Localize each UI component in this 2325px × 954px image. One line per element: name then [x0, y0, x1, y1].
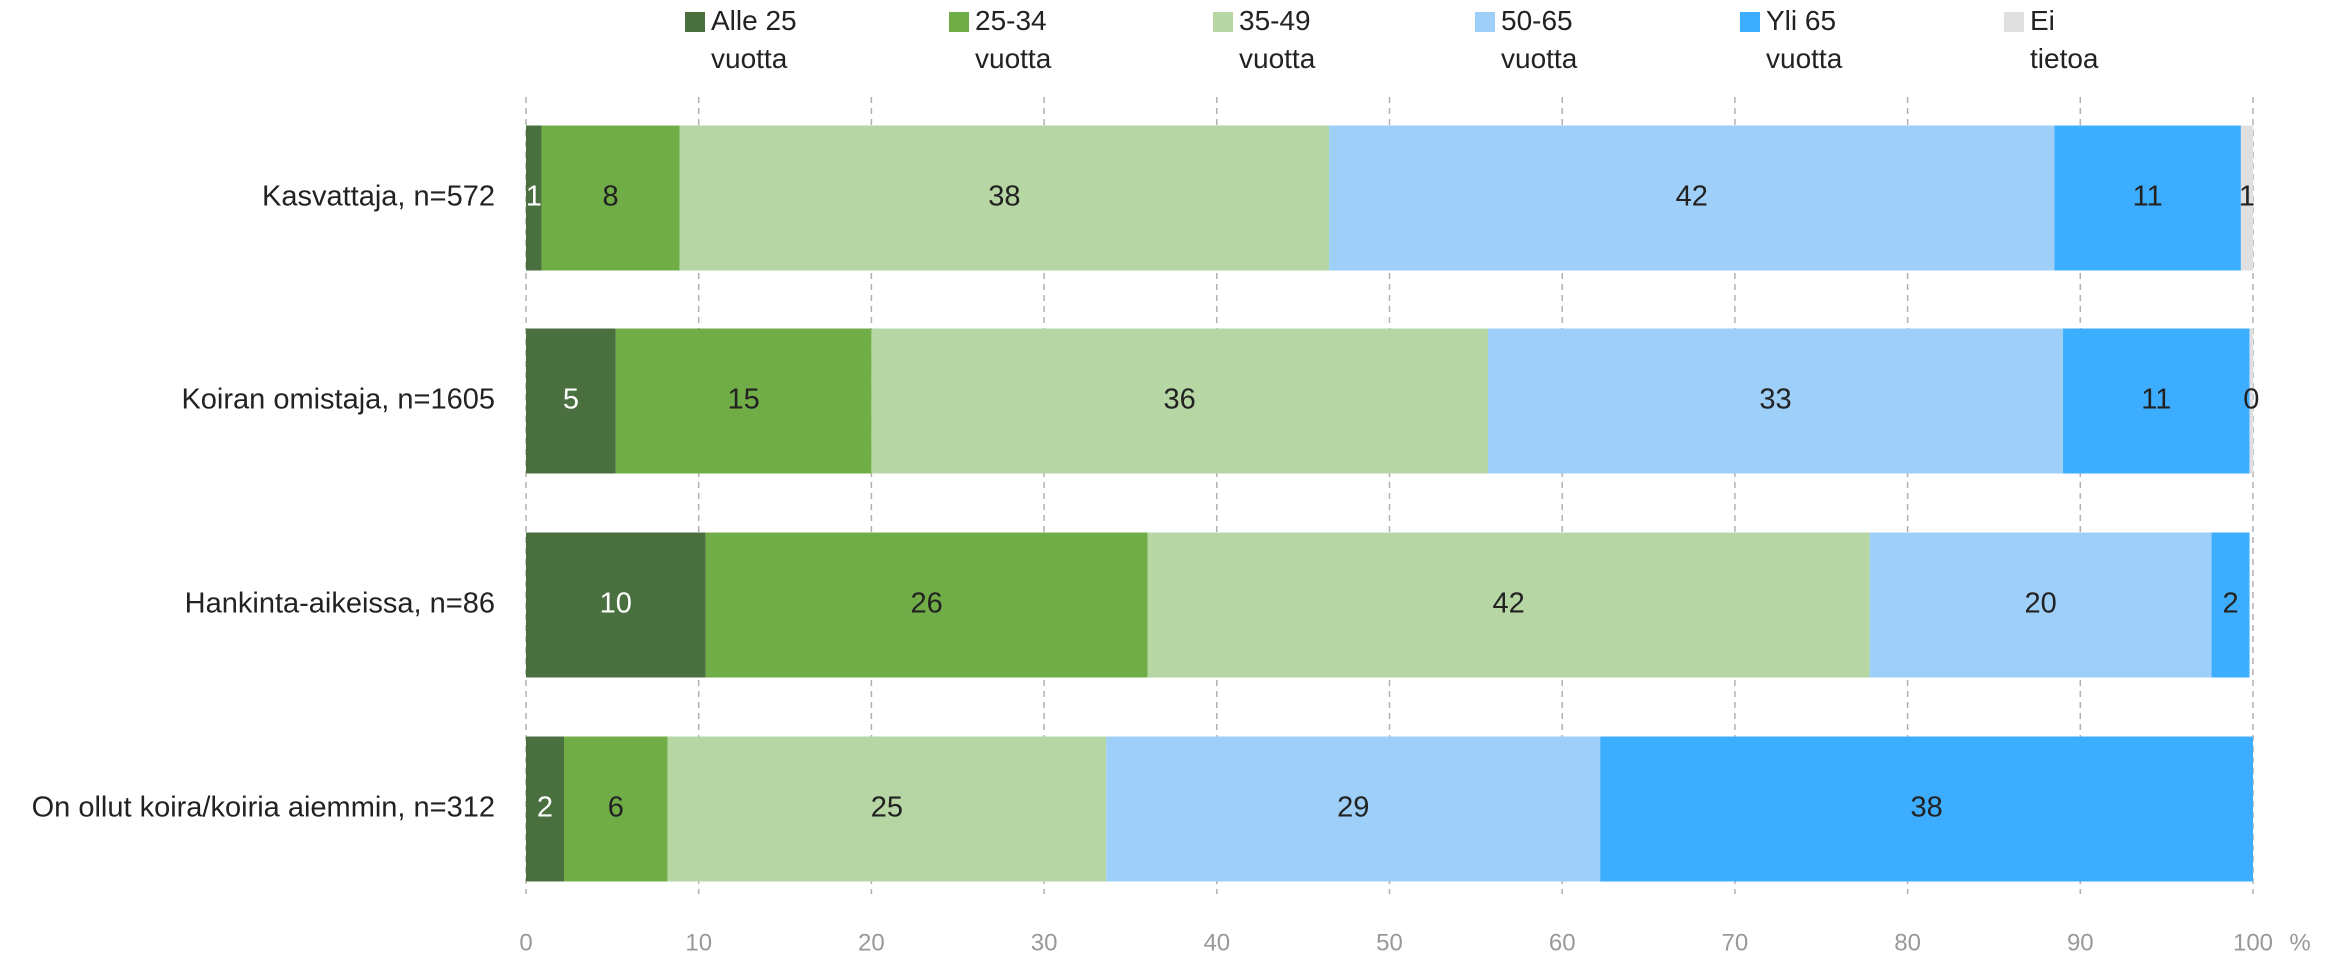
category-label: Koiran omistaja, n=1605 [181, 384, 495, 416]
data-label: 26 [911, 588, 943, 620]
data-label: 1 [526, 181, 542, 213]
bar-segment [1869, 532, 2212, 678]
x-tick-label: 30 [1031, 929, 1058, 954]
data-label: 6 [608, 792, 624, 824]
bar-segment [563, 736, 668, 882]
legend-swatch [2004, 12, 2024, 32]
x-tick-label: 50 [1376, 929, 1403, 954]
data-label: 11 [2133, 181, 2163, 213]
legend-swatch [1740, 12, 1760, 32]
data-label: 11 [2141, 384, 2171, 416]
data-label: 8 [603, 181, 619, 213]
bar-segment [2054, 125, 2241, 271]
category-label: Kasvattaja, n=572 [262, 181, 495, 213]
legend-swatch [949, 12, 969, 32]
bar-segment [526, 328, 616, 474]
category-label: On ollut koira/koiria aiemmin, n=312 [32, 792, 495, 824]
legend-swatch [1475, 12, 1495, 32]
bar-segment [679, 125, 1330, 271]
bar-segment [1600, 736, 2253, 882]
legend-item: 50-65 vuotta [1475, 2, 1596, 78]
legend-label: 25-34 vuotta [975, 5, 1052, 74]
bar-segment [541, 125, 680, 271]
legend-swatch [1213, 12, 1233, 32]
data-label: 2 [2222, 588, 2238, 620]
x-tick-label: 80 [1894, 929, 1921, 954]
bar-segment [526, 532, 706, 678]
legend-item: Ei tietoa [2004, 2, 2125, 78]
data-label: 20 [2024, 588, 2056, 620]
legend-label: Ei tietoa [2030, 5, 2099, 74]
data-label: 38 [988, 181, 1020, 213]
x-tick-label: 60 [1549, 929, 1576, 954]
x-tick-label: 40 [1203, 929, 1230, 954]
bar-segment [2249, 328, 2253, 474]
x-tick-label: 70 [1722, 929, 1749, 954]
legend-label: 50-65 vuotta [1501, 5, 1578, 74]
data-label: 42 [1676, 181, 1708, 213]
legend-item: Yli 65 vuotta [1740, 2, 1861, 78]
legend-item: Alle 25 vuotta [685, 2, 806, 78]
legend-label: Yli 65 vuotta [1766, 5, 1843, 74]
data-label: 36 [1164, 384, 1196, 416]
bar-segment [526, 125, 542, 271]
bar-segment [871, 328, 1488, 474]
data-label: 29 [1337, 792, 1369, 824]
bar-segment [1106, 736, 1601, 882]
data-label: 33 [1759, 384, 1791, 416]
bar-segment [526, 736, 564, 882]
data-label: 1 [2239, 181, 2255, 213]
data-label: 38 [1910, 792, 1942, 824]
x-tick-label: 20 [858, 929, 885, 954]
bar-segment [2063, 328, 2250, 474]
x-tick-label: 10 [685, 929, 712, 954]
data-label: 10 [600, 588, 632, 620]
bar-segment [2240, 125, 2253, 271]
data-label: 5 [563, 384, 579, 416]
legend-item: 25-34 vuotta [949, 2, 1070, 78]
legend-swatch [685, 12, 705, 32]
data-label: 25 [871, 792, 903, 824]
data-label: 2 [537, 792, 553, 824]
x-axis-label: % [2289, 929, 2310, 954]
bar-segment [615, 328, 872, 474]
legend-item: 35-49 vuotta [1213, 2, 1334, 78]
x-tick-label: 90 [2067, 929, 2094, 954]
data-label: 42 [1493, 588, 1525, 620]
bar-segment [1329, 125, 2055, 271]
bar-segment [1487, 328, 2064, 474]
x-tick-label: 100 [2233, 929, 2273, 954]
category-label: Hankinta-aikeissa, n=86 [185, 588, 495, 620]
data-label: 15 [727, 384, 759, 416]
x-tick-label: 0 [519, 929, 532, 954]
legend: Alle 25 vuotta 25-34 vuotta 35-49 vuotta 50… [0, 0, 2325, 90]
legend-label: 35-49 vuotta [1239, 5, 1316, 74]
data-label: 0 [2243, 384, 2259, 416]
bar-segment [2211, 532, 2250, 678]
bar-segment [705, 532, 1148, 678]
bar-segment [667, 736, 1107, 882]
bar-segment [1147, 532, 1870, 678]
legend-label: Alle 25 vuotta [711, 5, 797, 74]
